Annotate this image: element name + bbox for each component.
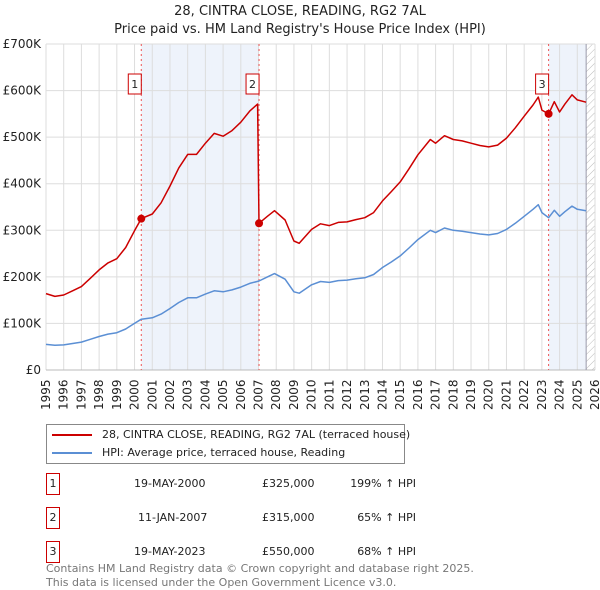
x-tick-label: 1995 bbox=[39, 379, 53, 410]
sale-marker-badge bbox=[127, 73, 142, 95]
x-tick-label: 2010 bbox=[305, 379, 319, 410]
sale-point bbox=[137, 214, 146, 223]
sale-marker-number: 3 bbox=[539, 78, 546, 91]
sale-price: £315,000 bbox=[262, 511, 315, 524]
sale-date: 11-JAN-2007 bbox=[138, 511, 208, 524]
x-tick-label: 2022 bbox=[517, 379, 531, 410]
y-tick-label: £600K bbox=[3, 84, 43, 98]
sale-marker-number: 1 bbox=[131, 78, 138, 91]
x-tick-label: 2012 bbox=[340, 379, 354, 410]
x-tick-label: 2025 bbox=[570, 379, 584, 410]
x-tick-label: 2009 bbox=[287, 379, 301, 410]
y-tick-label: £0 bbox=[26, 363, 41, 377]
x-tick-label: 2020 bbox=[482, 379, 496, 410]
sale-row: 3 19-MAY-2023 £550,000 68% ↑ HPI bbox=[46, 541, 446, 563]
x-tick-label: 2004 bbox=[198, 379, 212, 410]
sale-hpi-change: 68% ↑ HPI bbox=[357, 545, 416, 558]
sale-badge: 2 bbox=[46, 507, 60, 529]
chart-subtitle: Price paid vs. HM Land Registry's House … bbox=[114, 22, 486, 37]
sale-hpi-change: 199% ↑ HPI bbox=[350, 477, 416, 490]
property-price-line bbox=[45, 94, 587, 298]
x-tick-label: 1999 bbox=[110, 379, 124, 410]
x-tick-label: 2016 bbox=[411, 379, 425, 410]
x-tick-label: 2013 bbox=[358, 379, 372, 410]
y-tick-label: £700K bbox=[3, 37, 43, 51]
legend-label-property: 28, CINTRA CLOSE, READING, RG2 7AL (terr… bbox=[102, 428, 411, 441]
hpi-line bbox=[45, 203, 587, 347]
x-tick-label: 2008 bbox=[269, 379, 283, 410]
sale-point bbox=[544, 109, 553, 118]
x-tick-label: 2011 bbox=[322, 379, 336, 410]
footer-copyright: Contains HM Land Registry data © Crown c… bbox=[46, 562, 474, 575]
sale-point bbox=[255, 219, 264, 228]
y-tick-label: £300K bbox=[3, 223, 43, 237]
y-tick-label: £400K bbox=[3, 177, 43, 191]
x-tick-label: 2015 bbox=[393, 379, 407, 410]
x-tick-label: 2018 bbox=[446, 379, 460, 410]
x-tick-label: 2003 bbox=[181, 379, 195, 410]
sale-price: £550,000 bbox=[262, 545, 315, 558]
x-tick-label: 2021 bbox=[499, 379, 513, 410]
sale-price: £325,000 bbox=[262, 477, 315, 490]
sale-period-shading bbox=[548, 44, 587, 370]
x-tick-label: 2014 bbox=[375, 379, 389, 410]
x-tick-label: 2017 bbox=[429, 379, 443, 410]
chart-title: 28, CINTRA CLOSE, READING, RG2 7AL bbox=[174, 4, 426, 19]
sale-period-shading bbox=[141, 44, 260, 370]
x-tick-label: 2006 bbox=[234, 379, 248, 410]
y-tick-label: £100K bbox=[3, 316, 43, 330]
forecast-hatch bbox=[586, 44, 595, 370]
sale-row: 2 11-JAN-2007 £315,000 65% ↑ HPI bbox=[46, 507, 446, 529]
sale-date: 19-MAY-2000 bbox=[134, 477, 206, 490]
sale-hpi-change: 65% ↑ HPI bbox=[357, 511, 416, 524]
y-tick-label: £500K bbox=[3, 130, 43, 144]
legend-label-hpi: HPI: Average price, terraced house, Read… bbox=[102, 446, 346, 459]
x-tick-label: 2026 bbox=[588, 379, 600, 410]
x-tick-label: 1996 bbox=[57, 379, 71, 410]
footer-licence: This data is licensed under the Open Gov… bbox=[46, 576, 397, 589]
sale-badge: 1 bbox=[46, 473, 60, 495]
x-tick-label: 2005 bbox=[216, 379, 230, 410]
sale-marker-badge bbox=[535, 73, 550, 95]
sale-marker-badge bbox=[245, 73, 260, 95]
x-tick-label: 2000 bbox=[128, 379, 142, 410]
x-tick-label: 1997 bbox=[74, 379, 88, 410]
y-tick-label: £200K bbox=[3, 270, 43, 284]
legend: 28, CINTRA CLOSE, READING, RG2 7AL (terr… bbox=[46, 424, 410, 464]
price-chart: 1995 1996 1997 1998 1999 2000 2001 2002 2003 2004… bbox=[3, 37, 600, 410]
x-tick-label: 2007 bbox=[252, 379, 266, 410]
sale-row: 1 19-MAY-2000 £325,000 199% ↑ HPI bbox=[46, 473, 446, 495]
legend-swatch-hpi bbox=[52, 452, 92, 454]
x-tick-label: 1998 bbox=[92, 379, 106, 410]
x-tick-label: 2001 bbox=[145, 379, 159, 410]
x-tick-label: 2023 bbox=[535, 379, 549, 410]
sale-badge: 3 bbox=[46, 541, 60, 563]
sale-date: 19-MAY-2023 bbox=[134, 545, 206, 558]
x-tick-label: 2019 bbox=[464, 379, 478, 410]
x-tick-label: 2024 bbox=[553, 379, 567, 410]
x-tick-label: 2002 bbox=[163, 379, 177, 410]
legend-swatch-property bbox=[52, 434, 92, 436]
sale-marker-number: 2 bbox=[249, 78, 256, 91]
